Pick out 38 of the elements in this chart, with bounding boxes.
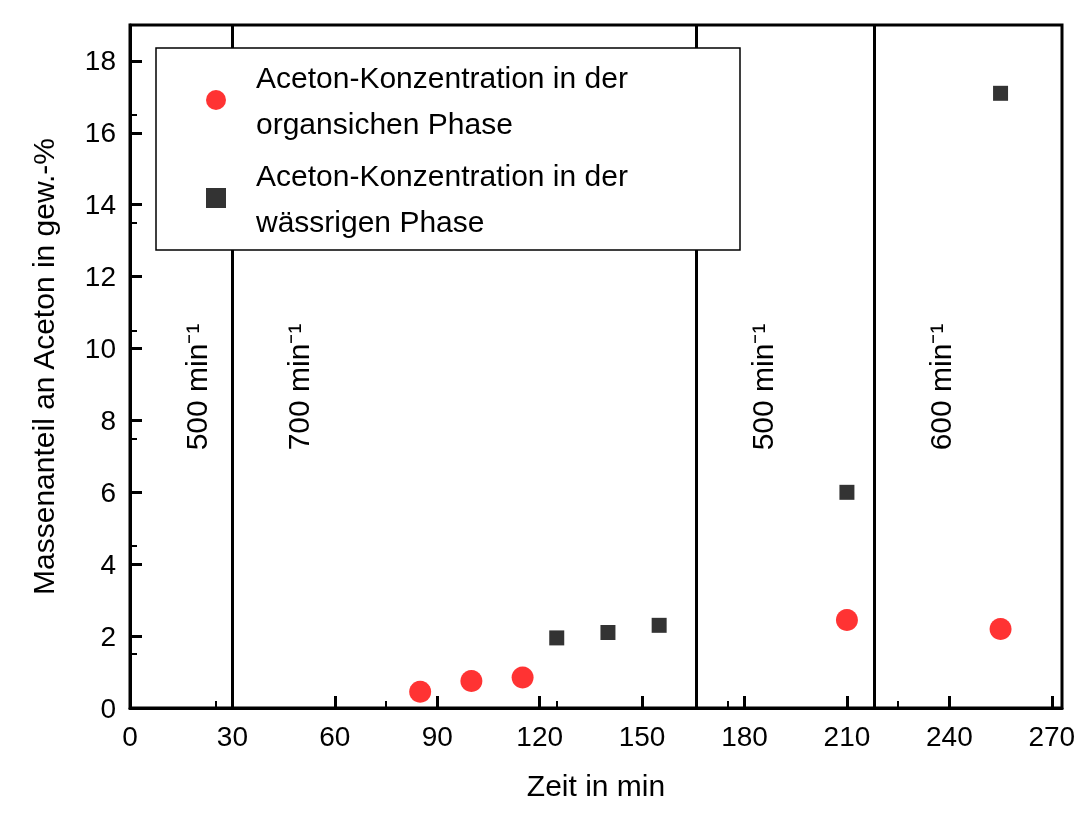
point xyxy=(549,630,565,646)
y-tick-label: 8 xyxy=(100,404,116,436)
x-tick-label: 180 xyxy=(721,720,768,752)
annotation: 600 min⁻¹ xyxy=(923,323,957,451)
y-tick-label: 2 xyxy=(100,620,116,652)
x-tick-label: 210 xyxy=(823,720,871,752)
point xyxy=(835,608,858,631)
legend-label: Aceton-Konzentration in der wässrigen Phase xyxy=(255,158,637,238)
point xyxy=(409,680,432,703)
x-tick-label: 240 xyxy=(925,720,973,752)
x-tick-label: 270 xyxy=(1028,720,1076,752)
x-tick-label: 90 xyxy=(421,720,453,752)
point xyxy=(460,670,483,693)
point xyxy=(993,85,1009,101)
y-tick-label: 12 xyxy=(84,261,116,293)
x-tick-label: 60 xyxy=(319,720,351,752)
y-tick-label: 4 xyxy=(100,548,116,580)
point xyxy=(511,666,534,689)
annotation: 500 min⁻¹ xyxy=(746,323,780,451)
annotation: 700 min⁻¹ xyxy=(281,323,315,451)
point xyxy=(989,617,1012,640)
y-tick-label: 0 xyxy=(100,692,116,724)
y-tick-label: 10 xyxy=(84,333,116,365)
y-axis-title: Massenanteil an Aceton in gew.-% xyxy=(26,138,60,595)
y-tick-label: 6 xyxy=(100,476,116,508)
y-tick-label: 14 xyxy=(84,189,116,221)
y-tick-label: 18 xyxy=(84,45,116,77)
x-tick-label: 30 xyxy=(216,720,248,752)
x-tick-label: 0 xyxy=(122,720,138,752)
legend-label: Aceton-Konzentration in der organsichen Phase xyxy=(256,60,637,140)
x-tick-label: 120 xyxy=(516,720,564,752)
point xyxy=(651,617,667,633)
x-axis-title: Zeit in min xyxy=(526,768,666,802)
y-tick-label: 16 xyxy=(84,117,116,149)
annotation: 500 min⁻¹ xyxy=(179,323,213,451)
x-tick-label: 150 xyxy=(618,720,666,752)
point xyxy=(600,625,616,641)
point xyxy=(839,484,855,500)
